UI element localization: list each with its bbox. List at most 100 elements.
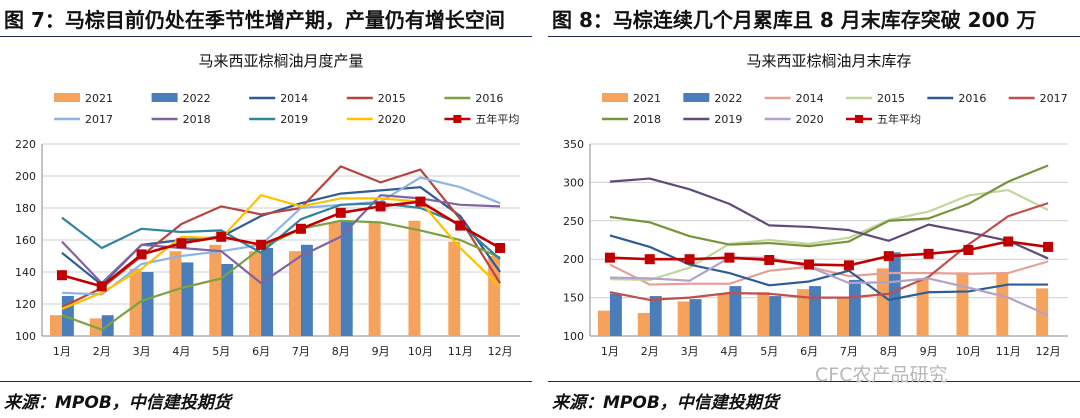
legend-label: 2017 xyxy=(1040,92,1068,105)
bar-2022 xyxy=(649,296,662,336)
x-tick-label: 12月 xyxy=(1036,345,1061,358)
chart-title: 马来西亚棕榈油月末库存 xyxy=(746,52,911,70)
y-tick-label: 200 xyxy=(563,253,584,266)
inventory-chart: 马来西亚棕榈油月末库存 2021 2022 2014 2015 2016 2017 2018 2… xyxy=(563,52,1068,358)
figure-7-panel: 图 7：马棕目前仍处在季节性增产期，产量仍有增长空间 马来西亚棕榈油月度产量 20… xyxy=(0,0,532,418)
legend-swatch xyxy=(683,93,710,102)
x-tick-label: 6月 xyxy=(800,345,818,358)
x-tick-label: 4月 xyxy=(720,345,738,358)
avg-point xyxy=(136,249,147,260)
series-line-2020 xyxy=(609,256,1049,317)
avg-point xyxy=(216,231,227,242)
legend-label: 五年平均 xyxy=(475,112,519,126)
avg-point xyxy=(495,243,506,253)
bar-2022 xyxy=(689,299,702,336)
legend-label: 2019 xyxy=(714,113,742,126)
x-tick-label: 4月 xyxy=(172,345,190,358)
bar-2021 xyxy=(996,273,1009,336)
y-tick-label: 200 xyxy=(15,170,36,183)
avg-point xyxy=(644,254,655,265)
legend-label: 2022 xyxy=(714,92,742,105)
bar-2021 xyxy=(448,241,461,336)
avg-point xyxy=(963,244,974,255)
legend-marker xyxy=(453,115,462,123)
watermark: CFC农产品研究 xyxy=(815,364,948,386)
series-line-2016 xyxy=(61,219,501,331)
y-tick-label: 160 xyxy=(15,234,36,247)
production-chart: 马来西亚棕榈油月度产量 2021 2022 2014 2015 2016 2017 2018 2… xyxy=(15,52,520,358)
legend-item: 2019 xyxy=(683,113,742,126)
legend-label: 2015 xyxy=(877,92,905,105)
legend-label: 2016 xyxy=(475,92,503,105)
legend-label: 2014 xyxy=(280,92,308,105)
series-line-2017 xyxy=(609,202,1049,302)
y-tick-label: 100 xyxy=(563,330,584,343)
legend-item: 2022 xyxy=(151,92,211,105)
figure-caption: 图 8：马棕连续几个月累库且 8 月末库存突破 200 万 xyxy=(552,8,1037,32)
bar-2022 xyxy=(609,293,622,336)
bar-2021 xyxy=(757,292,770,336)
bar-2022 xyxy=(848,279,861,336)
x-tick-label: 8月 xyxy=(880,345,898,358)
caption-divider xyxy=(548,36,1080,37)
x-tick-label: 3月 xyxy=(681,345,699,358)
bar-2021 xyxy=(249,251,262,336)
bar-2021 xyxy=(597,310,610,336)
x-tick-label: 7月 xyxy=(840,345,858,358)
bar-2022 xyxy=(769,296,782,336)
x-tick-label: 1月 xyxy=(601,345,619,358)
chart-title: 马来西亚棕榈油月度产量 xyxy=(198,52,363,70)
legend-label: 2021 xyxy=(85,92,113,105)
avg-point xyxy=(375,201,386,212)
bar-2022 xyxy=(61,296,74,336)
source-divider xyxy=(548,381,1080,382)
y-tick-label: 300 xyxy=(563,176,584,189)
avg-point xyxy=(415,196,426,207)
bar-2021 xyxy=(797,289,810,336)
figure-caption: 图 7：马棕目前仍处在季节性增产期，产量仍有增长空间 xyxy=(4,8,505,32)
x-tick-label: 3月 xyxy=(133,345,151,358)
legend-item: 2014 xyxy=(249,92,308,105)
x-tick-label: 5月 xyxy=(760,345,778,358)
source-divider xyxy=(0,381,532,382)
bar-2022 xyxy=(221,264,234,336)
legend-item: 2018 xyxy=(151,113,211,126)
x-tick-label: 5月 xyxy=(212,345,230,358)
bar-2021 xyxy=(328,222,341,336)
legend-label: 五年平均 xyxy=(877,112,921,126)
bar-2022 xyxy=(340,220,353,336)
legend-item: 2017 xyxy=(54,113,113,126)
y-tick-label: 180 xyxy=(15,202,36,215)
legend-swatch xyxy=(54,93,80,102)
legend-label: 2017 xyxy=(85,113,113,126)
x-tick-label: 9月 xyxy=(920,345,938,358)
bar-2021 xyxy=(637,312,650,336)
legend-item: 2016 xyxy=(927,92,986,105)
series-line-五年平均 xyxy=(609,240,1049,267)
series-line-2018 xyxy=(609,164,1049,248)
x-tick-label: 10月 xyxy=(408,345,433,358)
legend-swatch xyxy=(602,93,628,102)
avg-point xyxy=(724,252,735,263)
legend-item: 2017 xyxy=(1008,92,1068,105)
legend-label: 2022 xyxy=(183,92,211,105)
bar-2022 xyxy=(261,248,274,336)
bar-2021 xyxy=(169,251,182,336)
x-tick-label: 8月 xyxy=(332,345,350,358)
bar-2022 xyxy=(181,262,194,336)
bar-2021 xyxy=(288,251,301,336)
bar-2021 xyxy=(408,220,421,336)
bar-2021 xyxy=(488,256,501,336)
bar-2021 xyxy=(209,244,222,336)
legend-label: 2020 xyxy=(378,113,406,126)
avg-point xyxy=(56,270,67,281)
legend-label: 2018 xyxy=(633,113,661,126)
x-tick-label: 10月 xyxy=(956,345,981,358)
avg-point xyxy=(604,252,615,263)
y-tick-label: 100 xyxy=(15,330,36,343)
bar-2022 xyxy=(809,286,822,336)
legend-label: 2016 xyxy=(958,92,986,105)
source-note: 来源：MPOB，中信建投期货 xyxy=(4,393,231,413)
legend-item: 五年平均 xyxy=(444,112,519,126)
bar-2022 xyxy=(888,252,901,336)
